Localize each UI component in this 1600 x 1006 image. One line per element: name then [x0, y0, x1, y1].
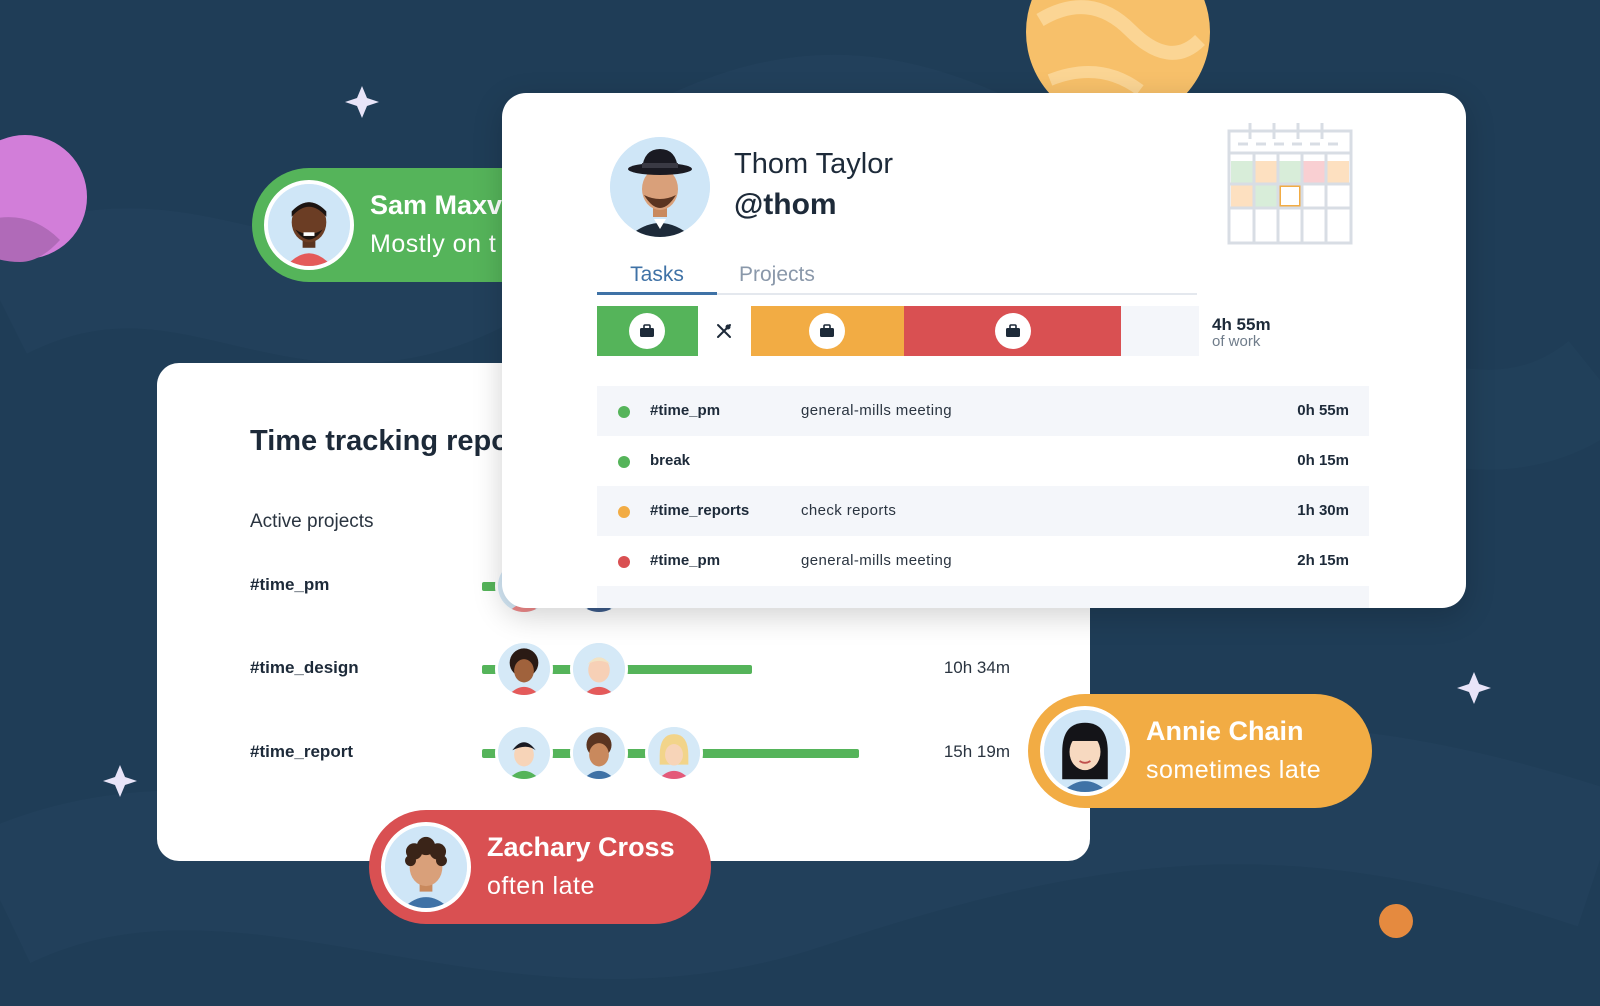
report-title: Time tracking repo	[250, 425, 509, 457]
timeline-segment-work[interactable]	[751, 306, 904, 356]
avatar	[495, 724, 553, 782]
sparkle-icon	[1457, 672, 1491, 704]
user-name: Sam Maxv	[370, 190, 503, 220]
profile-handle: @thom	[734, 188, 837, 221]
briefcase-icon	[629, 313, 665, 349]
sparkle-icon	[103, 765, 137, 797]
project-row[interactable]: #time_report 15h 19m	[250, 722, 1010, 784]
task-duration: 0h 15m	[1297, 452, 1349, 469]
user-pill-zachary[interactable]: Zachary Cross often late	[369, 810, 711, 924]
project-name: #time_pm	[250, 575, 330, 594]
status-dot	[618, 406, 630, 418]
orange-planet	[1026, 0, 1210, 124]
calendar-icon	[1227, 123, 1353, 245]
work-total: 4h 55m of work	[1212, 316, 1271, 350]
avatar	[1040, 706, 1130, 796]
profile-name: Thom Taylor	[734, 148, 894, 180]
user-profile-card: Thom Taylor @thom Tasks Projects	[502, 93, 1466, 608]
profile-avatar	[610, 137, 710, 237]
status-dot	[618, 506, 630, 518]
timeline-segment-work[interactable]	[597, 306, 698, 356]
user-pill-annie[interactable]: Annie Chain sometimes late	[1028, 694, 1372, 808]
user-status: often late	[487, 872, 595, 900]
project-name: #time_report	[250, 742, 353, 761]
user-name: Annie Chain	[1146, 716, 1304, 746]
avatar	[645, 724, 703, 782]
briefcase-icon	[809, 313, 845, 349]
task-description: general-mills meeting	[801, 402, 952, 419]
project-name: #time_design	[250, 658, 359, 677]
briefcase-icon	[995, 313, 1031, 349]
task-row[interactable]: #time_pm general-mills meeting 2h 15m	[597, 536, 1369, 586]
work-label: of work	[1212, 333, 1261, 350]
task-duration: 0h 55m	[1297, 402, 1349, 419]
avatar	[495, 640, 553, 698]
task-list: #time_pm general-mills meeting 0h 55m br…	[597, 386, 1369, 608]
task-row[interactable]: #time_pm general-mills meeting 0h 55m	[597, 386, 1369, 436]
task-row	[597, 586, 1369, 608]
timeline-segment-work[interactable]	[904, 306, 1121, 356]
project-row[interactable]: #time_design 10h 34m	[250, 638, 1010, 700]
user-name: Zachary Cross	[487, 832, 675, 862]
user-status: sometimes late	[1146, 756, 1322, 784]
work-hours: 4h 55m	[1212, 315, 1271, 334]
avatar	[570, 640, 628, 698]
utensils-icon	[706, 313, 742, 349]
task-tag: #time_pm	[650, 402, 721, 419]
timeline-segment-break[interactable]	[698, 306, 751, 356]
task-description: general-mills meeting	[801, 552, 952, 569]
task-description: check reports	[801, 502, 897, 519]
orange-dot	[1379, 904, 1413, 938]
day-timeline	[597, 306, 1199, 356]
task-row[interactable]: #time_reports check reports 1h 30m	[597, 486, 1369, 536]
task-tag: #time_pm	[650, 552, 721, 569]
user-status: Mostly on t	[370, 230, 497, 258]
avatar	[264, 180, 354, 270]
task-duration: 2h 15m	[1297, 552, 1349, 569]
project-time: 10h 34m	[943, 658, 1010, 677]
status-dot	[618, 556, 630, 568]
avatar	[570, 724, 628, 782]
project-time: 15h 19m	[943, 742, 1010, 761]
sparkle-icon	[345, 86, 379, 118]
tab-projects[interactable]: Projects	[739, 263, 815, 286]
tab-tasks[interactable]: Tasks	[597, 263, 717, 295]
report-subtitle: Active projects	[250, 511, 374, 532]
task-tag: break	[650, 452, 691, 469]
task-tag: #time_reports	[650, 502, 750, 519]
task-row[interactable]: break 0h 15m	[597, 436, 1369, 486]
avatar	[381, 822, 471, 912]
pink-planet	[0, 135, 87, 262]
status-dot	[618, 456, 630, 468]
task-duration: 1h 30m	[1297, 502, 1349, 519]
profile-tabs: Tasks Projects	[597, 263, 1197, 295]
